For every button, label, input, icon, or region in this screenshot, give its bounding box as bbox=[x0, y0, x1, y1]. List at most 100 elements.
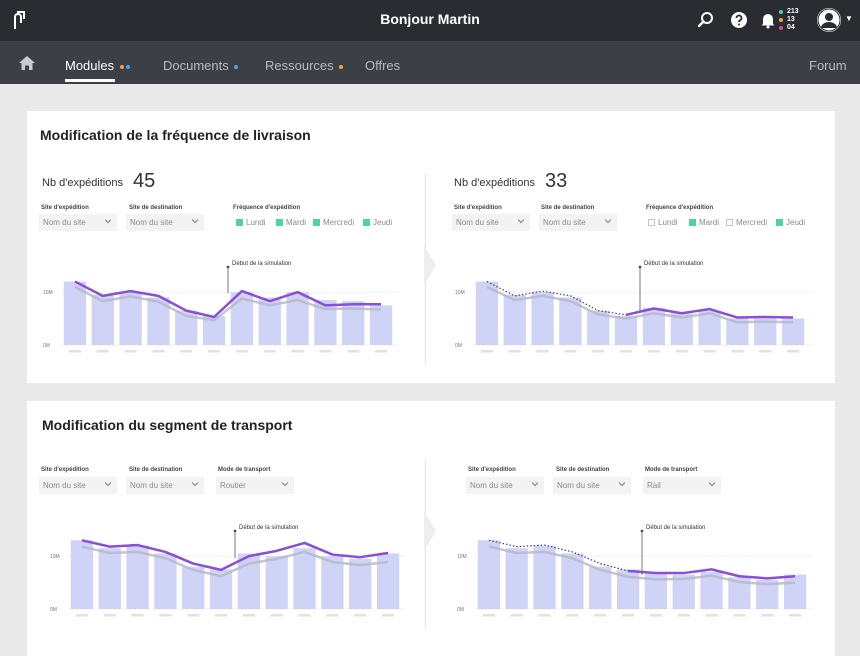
x-tick-label bbox=[594, 614, 607, 617]
x-tick-label bbox=[382, 614, 395, 617]
bar bbox=[182, 566, 205, 609]
frequency-label: Fréquence d'expédition bbox=[233, 205, 301, 211]
home-icon[interactable] bbox=[18, 55, 36, 71]
destination-select[interactable]: Nom du site bbox=[539, 214, 617, 231]
bar bbox=[589, 566, 612, 609]
transport-mode-select[interactable]: Rail bbox=[643, 477, 721, 494]
bell-icon[interactable] bbox=[759, 11, 777, 29]
help-icon[interactable] bbox=[730, 11, 748, 29]
notification-counts[interactable]: 213 13 04 bbox=[779, 8, 799, 32]
app-logo[interactable] bbox=[12, 11, 26, 30]
nav-documents[interactable]: Documents bbox=[163, 58, 239, 73]
x-tick-label bbox=[270, 614, 283, 617]
x-tick-label bbox=[592, 350, 605, 353]
checkbox-box bbox=[648, 219, 655, 226]
bar bbox=[321, 556, 344, 609]
nav-modules-label: Modules bbox=[65, 58, 115, 73]
x-tick-label bbox=[733, 614, 746, 617]
checkbox-box bbox=[276, 219, 283, 226]
checkbox-box bbox=[726, 219, 733, 226]
y-tick-label: 10M bbox=[455, 290, 465, 296]
x-tick-label bbox=[647, 350, 660, 353]
checkbox-jeudi[interactable]: Jeudi bbox=[363, 218, 392, 227]
chevron-down-icon bbox=[518, 219, 524, 224]
x-tick-label bbox=[103, 614, 116, 617]
destination-select[interactable]: Nom du site bbox=[553, 477, 631, 494]
nav-ressources[interactable]: Ressources bbox=[265, 58, 344, 73]
series-line bbox=[74, 280, 382, 319]
origin-select[interactable]: Nom du site bbox=[466, 477, 544, 494]
bar bbox=[98, 548, 121, 609]
checkbox-box bbox=[313, 219, 320, 226]
x-tick-label bbox=[759, 350, 772, 353]
x-tick-label bbox=[622, 614, 635, 617]
origin-select[interactable]: Nom du site bbox=[39, 477, 117, 494]
x-tick-label bbox=[347, 350, 360, 353]
baseline-series-line bbox=[74, 285, 382, 322]
chart-current-frequency: 0M 10M Début de la simulation bbox=[43, 261, 399, 353]
history-series-line bbox=[488, 539, 656, 574]
bar bbox=[154, 553, 177, 609]
destination-select[interactable]: Nom du site bbox=[126, 477, 204, 494]
x-tick-label bbox=[96, 350, 109, 353]
origin-select[interactable]: Nom du site bbox=[39, 214, 117, 231]
chevron-down-icon[interactable]: ▼ bbox=[845, 14, 853, 23]
x-tick-label bbox=[319, 350, 332, 353]
chevron-down-icon bbox=[192, 482, 198, 487]
destination-select[interactable]: Nom du site bbox=[126, 214, 204, 231]
checkbox-mardi[interactable]: Mardi bbox=[689, 218, 719, 227]
bar bbox=[505, 548, 528, 609]
nav-documents-label: Documents bbox=[163, 58, 229, 73]
bar bbox=[503, 294, 526, 345]
bar bbox=[349, 558, 372, 609]
transport-mode-value: Routier bbox=[220, 481, 246, 490]
nav-modules[interactable]: Modules bbox=[65, 58, 130, 73]
baseline-series-line bbox=[488, 545, 796, 586]
checkbox-box bbox=[236, 219, 243, 226]
bar bbox=[147, 297, 170, 345]
bar bbox=[63, 281, 87, 345]
chevron-down-icon bbox=[532, 482, 538, 487]
checkbox-label: Mercredi bbox=[736, 218, 768, 227]
bar bbox=[265, 556, 288, 609]
bar bbox=[561, 553, 584, 609]
card-title: Modification de la fréquence de livraiso… bbox=[40, 127, 311, 143]
greeting: Bonjour Martin bbox=[380, 11, 480, 27]
bar bbox=[781, 318, 805, 345]
x-tick-label bbox=[677, 614, 690, 617]
bar bbox=[756, 579, 779, 609]
origin-select[interactable]: Nom du site bbox=[452, 214, 530, 231]
bar bbox=[644, 572, 668, 609]
checkbox-lundi[interactable]: Lundi bbox=[236, 218, 266, 227]
bar bbox=[587, 310, 610, 345]
avatar[interactable] bbox=[817, 8, 841, 32]
checkbox-mercredi[interactable]: Mercredi bbox=[726, 218, 767, 227]
simulation-start-label: Début de la simulation bbox=[232, 261, 291, 267]
destination-label: Site de destination bbox=[541, 205, 595, 211]
simulation-marker-dot bbox=[226, 265, 230, 269]
nav-forum[interactable]: Forum bbox=[809, 58, 847, 73]
series-line bbox=[81, 539, 389, 572]
checkbox-mercredi[interactable]: Mercredi bbox=[313, 218, 354, 227]
checkbox-mardi[interactable]: Mardi bbox=[276, 218, 306, 227]
nav-offres-label: Offres bbox=[365, 58, 401, 73]
notification-count-2: 13 bbox=[779, 16, 799, 24]
chevron-down-icon bbox=[709, 482, 715, 487]
top-bar: Bonjour Martin 213 13 04 ▼ bbox=[0, 0, 860, 41]
checkbox-jeudi[interactable]: Jeudi bbox=[776, 218, 805, 227]
x-tick-label bbox=[298, 614, 311, 617]
x-tick-label bbox=[566, 614, 579, 617]
checkbox-box bbox=[776, 219, 783, 226]
checkbox-box bbox=[689, 219, 696, 226]
transport-mode-select[interactable]: Routier bbox=[216, 477, 294, 494]
history-series-line bbox=[486, 281, 655, 316]
x-tick-label bbox=[705, 614, 718, 617]
x-tick-label bbox=[235, 350, 248, 353]
checkbox-lundi[interactable]: Lundi bbox=[648, 218, 678, 227]
x-tick-label bbox=[208, 350, 221, 353]
bar bbox=[672, 574, 695, 609]
y-tick-label: 0M bbox=[50, 607, 57, 613]
search-icon[interactable] bbox=[697, 11, 715, 29]
x-tick-label bbox=[538, 614, 551, 617]
nav-offres[interactable]: Offres bbox=[365, 58, 400, 73]
